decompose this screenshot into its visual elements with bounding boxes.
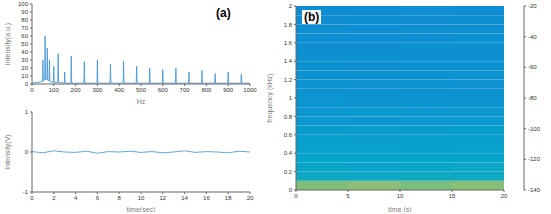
svg-text:0.2: 0.2 — [284, 169, 293, 175]
svg-text:-20: -20 — [528, 3, 537, 9]
svg-text:500: 500 — [136, 87, 147, 93]
svg-text:20: 20 — [501, 193, 508, 199]
html-text:(a): (a) — [216, 6, 231, 20]
svg-text:0.6: 0.6 — [284, 132, 293, 138]
html-text:(b): (b) — [304, 10, 320, 24]
svg-text:0: 0 — [289, 187, 293, 193]
svg-text:600: 600 — [158, 87, 169, 93]
svg-text:-1: -1 — [23, 189, 29, 195]
svg-text:2: 2 — [289, 3, 293, 9]
svg-text:300: 300 — [92, 87, 103, 93]
svg-text:30: 30 — [21, 57, 28, 63]
svg-text:1.4: 1.4 — [284, 58, 293, 64]
svg-text:frequency (kHz): frequency (kHz) — [266, 73, 274, 122]
svg-text:Hz: Hz — [137, 98, 146, 104]
svg-text:80: 80 — [21, 17, 28, 23]
svg-text:0: 0 — [25, 81, 29, 87]
svg-text:1.8: 1.8 — [284, 22, 293, 28]
svg-text:6: 6 — [96, 195, 100, 201]
svg-text:Intensity(a.u.): Intensity(a.u.) — [8, 23, 12, 65]
svg-text:0: 0 — [25, 149, 29, 155]
svg-text:18: 18 — [225, 195, 232, 201]
svg-text:12: 12 — [159, 195, 166, 201]
svg-text:1000: 1000 — [243, 87, 257, 93]
svg-text:400: 400 — [114, 87, 125, 93]
svg-text:-40: -40 — [528, 34, 537, 40]
svg-text:time (s): time (s) — [388, 206, 411, 212]
svg-text:700: 700 — [180, 87, 191, 93]
svg-text:-140: -140 — [528, 187, 541, 193]
svg-text:200: 200 — [71, 87, 82, 93]
svg-text:0: 0 — [30, 87, 34, 93]
svg-text:900: 900 — [223, 87, 234, 93]
svg-text:800: 800 — [201, 87, 212, 93]
svg-text:10: 10 — [397, 193, 404, 199]
svg-text:70: 70 — [21, 25, 28, 31]
svg-text:10: 10 — [138, 195, 145, 201]
svg-text:0: 0 — [30, 195, 34, 201]
svg-text:time(sec): time(sec) — [127, 206, 156, 212]
svg-text:2: 2 — [52, 195, 56, 201]
svg-text:20: 20 — [21, 65, 28, 71]
svg-text:90: 90 — [21, 9, 28, 15]
svg-text:1: 1 — [25, 109, 29, 115]
svg-text:-100: -100 — [528, 126, 541, 132]
svg-text:0.8: 0.8 — [284, 114, 293, 120]
svg-text:0: 0 — [294, 193, 298, 199]
svg-text:-60: -60 — [528, 64, 537, 70]
svg-text:10: 10 — [21, 73, 28, 79]
svg-text:0.4: 0.4 — [284, 150, 293, 156]
svg-text:20: 20 — [247, 195, 254, 201]
svg-text:-80: -80 — [528, 95, 537, 101]
svg-text:60: 60 — [21, 33, 28, 39]
svg-text:-120: -120 — [528, 156, 541, 162]
svg-text:50: 50 — [21, 41, 28, 47]
svg-text:1.2: 1.2 — [284, 77, 293, 83]
svg-text:40: 40 — [21, 49, 28, 55]
svg-text:100: 100 — [49, 87, 60, 93]
svg-text:16: 16 — [203, 195, 210, 201]
svg-text:8: 8 — [118, 195, 122, 201]
svg-text:1: 1 — [289, 95, 293, 101]
svg-text:14: 14 — [181, 195, 188, 201]
svg-text:1.6: 1.6 — [284, 40, 293, 46]
svg-text:Intensity(V): Intensity(V) — [8, 134, 12, 169]
svg-text:5: 5 — [346, 193, 350, 199]
svg-text:100: 100 — [18, 1, 29, 7]
svg-text:4: 4 — [74, 195, 78, 201]
svg-text:15: 15 — [449, 193, 456, 199]
